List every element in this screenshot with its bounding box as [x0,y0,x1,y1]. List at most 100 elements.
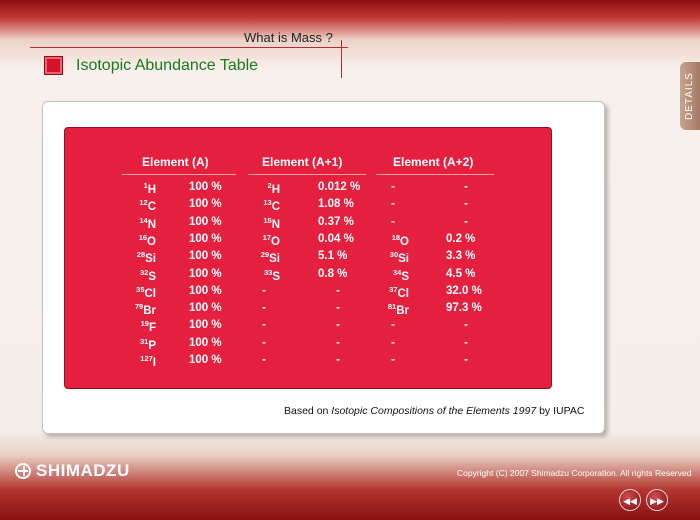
element-a: 32S [108,268,156,283]
details-tab[interactable] [680,62,700,130]
element-symbol: S [148,270,156,283]
element-a2: 30Si [361,250,409,265]
empty-cell: - [336,284,340,297]
column-header-a2: Element (A+2) [393,155,474,169]
footnote-prefix: Based on [284,405,332,417]
mass-number: 1 [143,181,148,190]
element-symbol: Br [396,305,409,318]
element-a: 14N [108,216,156,231]
mass-number: 29 [260,250,270,260]
mass-number: 81 [387,302,397,312]
fast-forward-icon[interactable]: ▶▶ [646,489,668,511]
empty-cell: - [336,336,340,349]
mass-number: 13 [263,198,272,208]
empty-cell: - [391,319,395,332]
title-divider [30,47,348,48]
element-symbol: Cl [144,287,157,300]
element-a1: 2H [232,181,280,196]
abundance-a2: 97.3 % [446,302,482,315]
abundance-a1: 1.08 % [318,198,354,211]
element-a1: 29Si [232,250,280,265]
element-a2: 34S [361,268,409,283]
mass-number: 15 [263,215,272,225]
mass-number: 34 [392,267,402,277]
mass-number: 31 [139,336,149,346]
empty-cell: - [391,215,395,228]
abundance-a: 100 % [189,267,222,280]
element-symbol: Si [269,253,280,266]
mass-number: 32 [139,267,149,277]
element-a1: 15N [232,216,280,231]
element-symbol: F [148,322,156,335]
element-a: 16O [108,233,156,248]
shimadzu-logo-icon [15,463,31,479]
abundance-a: 100 % [189,302,222,315]
element-a1: 17O [232,233,280,248]
header-underline [248,174,366,175]
abundance-a2: 3.3 % [446,250,476,263]
column-header-a1: Element (A+1) [262,155,343,169]
element-symbol: O [400,235,409,248]
mass-number: 79 [134,302,144,312]
abundance-a1: 0.37 % [318,215,354,228]
section-marker-icon [44,56,63,75]
mass-number: 37 [389,284,398,294]
element-symbol: S [272,270,280,283]
empty-cell: - [336,354,340,366]
details-tab-label[interactable]: DETAILS [684,72,695,120]
column-header-a: Element (A) [142,155,209,169]
element-symbol: Br [143,305,156,318]
element-a2: 37Cl [361,285,409,300]
element-symbol: N [147,218,156,231]
empty-cell: - [262,284,266,297]
element-symbol: Si [398,253,409,266]
rewind-icon[interactable]: ◀◀ [619,489,641,511]
footnote-suffix: by IUPAC [536,405,585,417]
empty-cell: - [262,302,266,315]
title-divider-vertical [341,40,342,78]
empty-cell: - [262,336,266,349]
mass-number: 28 [136,250,146,260]
mass-number: 2 [267,181,272,190]
abundance-a: 100 % [189,354,222,366]
mass-number: 19 [140,319,149,329]
empty-cell: - [464,354,468,366]
mass-number: 30 [389,250,399,260]
footnote-title: Isotopic Compositions of the Elements 19… [331,405,537,417]
element-a: 19F [108,319,156,334]
element-a1: 13C [232,198,280,213]
element-symbol: H [271,184,280,196]
mass-number: 18 [391,232,401,242]
element-a1: 33S [232,268,280,283]
element-symbol: O [147,235,156,248]
abundance-a: 100 % [189,336,222,349]
header-underline [122,174,236,175]
element-a: 127I [108,354,156,369]
empty-cell: - [464,181,468,193]
element-symbol: C [147,201,156,214]
empty-cell: - [464,215,468,228]
empty-cell: - [391,354,395,366]
abundance-a: 100 % [189,319,222,332]
empty-cell: - [391,198,395,211]
element-symbol: Cl [397,287,410,300]
element-symbol: O [271,235,280,248]
abundance-a1: 5.1 % [318,250,348,263]
mass-number: 17 [262,232,272,242]
empty-cell: - [464,198,468,211]
element-a: 28Si [108,250,156,265]
mass-number: 12 [139,198,148,208]
copyright-notice: Copyright (C) 2007 Shimadzu Corporation.… [457,468,692,478]
abundance-a: 100 % [189,215,222,228]
empty-cell: - [464,319,468,332]
mass-number: 35 [136,284,145,294]
element-symbol: H [147,184,156,196]
element-symbol: Si [145,253,156,266]
empty-cell: - [464,336,468,349]
section-title: Isotopic Abundance Table [76,57,259,74]
isotope-table-panel [64,127,552,389]
abundance-a: 100 % [189,181,222,193]
empty-cell: - [391,181,395,193]
element-symbol: N [271,218,280,231]
